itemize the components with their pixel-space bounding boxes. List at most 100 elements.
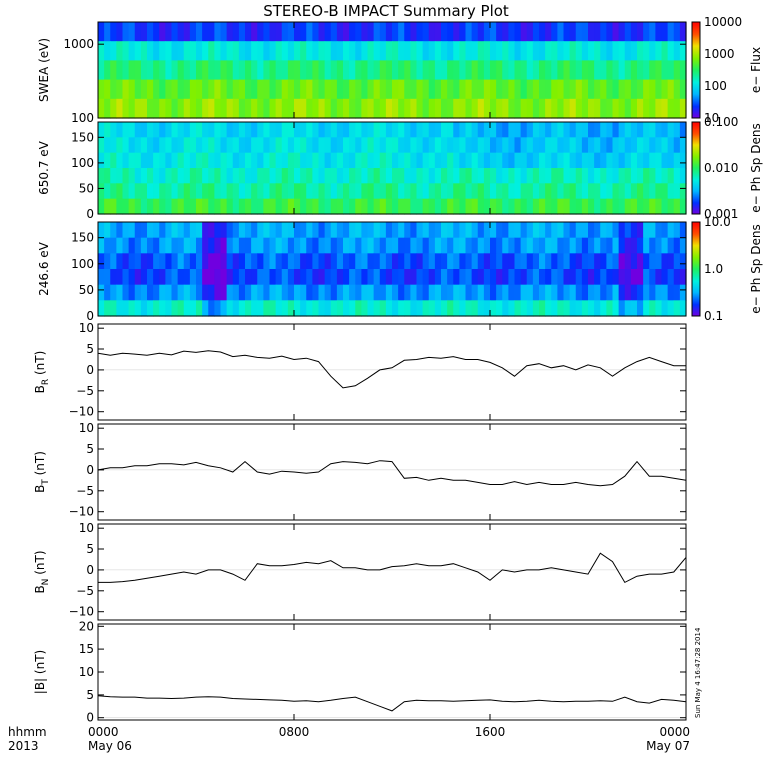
heatmap-cell [404,22,411,42]
heatmap-cell [496,60,503,81]
heatmap-cell [251,183,258,200]
heatmap-cell [667,300,675,317]
colorbar-label: e− Ph Sp Dens [749,123,763,212]
heatmap-cell [324,237,332,254]
heatmap-cell [355,253,362,270]
heatmap-cell [667,253,675,270]
heatmap-cell [153,122,160,138]
heatmap-cell [281,98,289,119]
heatmap-cell [655,183,663,200]
heatmap-cell [532,183,540,200]
heatmap-cell [422,98,430,119]
heatmap-cell [373,137,381,154]
heatmap-cell [508,98,516,119]
heatmap-cell [630,222,638,239]
heatmap-cell [477,237,485,254]
heatmap-cell [404,237,411,254]
heatmap-cell [269,168,277,184]
heatmap-cell [404,41,411,61]
heatmap-cell [318,198,326,215]
heatmap-cell [263,98,271,119]
heatmap-cell [263,41,271,61]
heatmap-cell [471,22,479,42]
heatmap-cell [294,253,301,270]
heatmap-cell [551,237,558,254]
heatmap-cell [373,284,381,301]
heatmap-cell [379,22,387,42]
heatmap-cell [330,137,338,154]
heatmap-cell [147,237,154,254]
heatmap-cell [324,41,332,61]
heatmap-cell [257,41,264,61]
colorbar-tick-label: 100 [704,79,727,93]
heatmap-cell [134,284,142,301]
heatmap-cell [496,237,503,254]
heatmap-cell [557,253,565,270]
heatmap-cell [606,253,614,270]
heatmap-cell [147,269,154,286]
heatmap-cell [410,41,418,61]
heatmap-cell [257,300,264,317]
heatmap-cell [532,122,540,138]
heatmap-cell [134,300,142,317]
heatmap-cell [202,300,209,317]
heatmap-cell [520,60,528,81]
heatmap-cell [330,98,338,119]
heatmap-cell [275,60,283,81]
heatmap-cell [459,253,467,270]
heatmap-cell [465,98,473,119]
heatmap-cell [520,300,528,317]
heatmap-cell [367,253,375,270]
heatmap-cell [189,22,197,42]
heatmap-cell [330,22,338,42]
heatmap-cell [355,22,362,42]
heatmap-cell [165,269,173,286]
y-tick-label: 1000 [63,37,94,51]
heatmap-cell [539,300,546,317]
heatmap-cell [618,152,626,169]
heatmap-cell [563,269,571,286]
series-line [97,350,686,389]
heatmap-cell [502,253,509,270]
heatmap-cell [330,122,338,138]
heatmap-cell [588,168,595,184]
heatmap-cell [238,284,246,301]
heatmap-cell [532,98,540,119]
y-tick-label: 20 [79,619,94,633]
heatmap-cell [594,284,601,301]
heatmap-cell [251,168,258,184]
heatmap-cell [312,41,320,61]
heatmap-cell [220,152,228,169]
heatmap-cell [98,152,105,169]
heatmap-cell [612,284,620,301]
heatmap-cell [300,222,307,239]
heatmap-cell [367,168,375,184]
heatmap-cell [128,137,136,154]
heatmap-cell [483,284,491,301]
heatmap-cell [171,284,179,301]
heatmap-cell [496,198,503,215]
heatmap-cell [557,183,565,200]
heatmap-cell [110,253,117,270]
heatmap-cell [324,22,332,42]
heatmap-cell [490,300,497,317]
heatmap-cell [643,98,650,119]
heatmap-cell [508,137,516,154]
heatmap-cell [232,22,240,42]
heatmap-cell [275,237,283,254]
heatmap-cell [502,300,509,317]
heatmap-cell [226,22,234,42]
heatmap-cell [379,253,387,270]
heatmap-cell [434,183,442,200]
heatmap-cell [287,137,295,154]
heatmap-cell [263,137,271,154]
heatmap-cell [594,79,601,100]
heatmap-cell [447,22,454,42]
heatmap-cell [330,79,338,100]
heatmap-cell [477,183,485,200]
heatmap-cell [98,122,105,138]
heatmap-cell [177,253,185,270]
heatmap-cell [661,237,669,254]
heatmap-cell [134,98,142,119]
